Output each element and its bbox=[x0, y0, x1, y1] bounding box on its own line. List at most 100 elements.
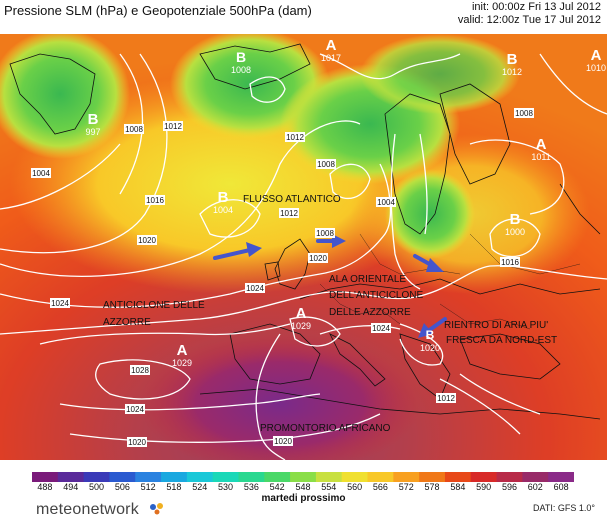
colorbar-swatch bbox=[83, 472, 110, 482]
colorbar-tick-label: 524 bbox=[192, 482, 207, 492]
colorbar-ticks: 488 494 500 506 512 518 524 530 536 542 548 554 560 5… bbox=[32, 479, 574, 493]
svg-text:A: A bbox=[591, 47, 602, 64]
svg-text:1008: 1008 bbox=[231, 65, 251, 75]
coastlines bbox=[9, 43, 601, 420]
svg-text:1020: 1020 bbox=[138, 236, 156, 245]
svg-text:1029: 1029 bbox=[172, 358, 192, 368]
valid-time: valid: 12:00z Tue 17 Jul 2012 bbox=[457, 14, 601, 26]
svg-text:1000: 1000 bbox=[505, 227, 525, 237]
isobar-label: 1020 bbox=[308, 253, 328, 263]
annotation-cool-air-2: FRESCA DA NORD-EST bbox=[446, 335, 557, 346]
isobar-label: 1012 bbox=[436, 393, 456, 403]
pressure-center: B 1000 bbox=[505, 211, 525, 237]
isobar-label: 1024 bbox=[50, 298, 70, 308]
svg-text:A: A bbox=[296, 305, 307, 322]
colorbar-tick-label: 560 bbox=[347, 482, 362, 492]
isobar-label: 1012 bbox=[285, 132, 305, 142]
isobar-label: 1008 bbox=[315, 228, 335, 238]
colorbar-swatch bbox=[393, 472, 420, 482]
annotation-atlantic-flow: FLUSSO ATLANTICO bbox=[243, 194, 341, 205]
colorbar-swatch bbox=[186, 472, 214, 482]
svg-text:B: B bbox=[218, 189, 229, 206]
colorbar-tick-label: 554 bbox=[321, 482, 336, 492]
colorbar-tick-label: 602 bbox=[528, 482, 543, 492]
svg-text:A: A bbox=[326, 37, 337, 54]
colorbar-swatch bbox=[290, 472, 317, 482]
purple-area bbox=[140, 334, 420, 460]
pressure-center: A 1017 bbox=[321, 37, 341, 63]
svg-text:1024: 1024 bbox=[126, 405, 144, 414]
svg-text:1010: 1010 bbox=[586, 63, 606, 73]
svg-text:A: A bbox=[177, 342, 188, 359]
colorbar-swatch bbox=[109, 472, 136, 482]
arrow-east-head bbox=[426, 258, 444, 272]
svg-text:1020: 1020 bbox=[128, 438, 146, 447]
colorbar-svg bbox=[32, 472, 575, 482]
svg-text:1012: 1012 bbox=[502, 67, 522, 77]
isobar-label: 1028 bbox=[130, 365, 150, 375]
logo-dots-icon bbox=[150, 503, 163, 515]
isobar-label: 1020 bbox=[137, 235, 157, 245]
colorbar-swatch bbox=[57, 472, 85, 482]
svg-text:1024: 1024 bbox=[246, 284, 264, 293]
pressure-center: B 997 bbox=[85, 111, 100, 137]
colorbar-swatch bbox=[341, 472, 369, 482]
svg-text:1012: 1012 bbox=[286, 133, 304, 142]
colorbar-tick-label: 488 bbox=[37, 482, 52, 492]
isobar-label: 1016 bbox=[145, 195, 165, 205]
arrow-europe-head bbox=[332, 234, 346, 248]
colorbar-swatch bbox=[522, 472, 549, 482]
colorbar-swatch bbox=[212, 472, 239, 482]
weather-map: B 1008 A 1017 B 1012 A 1010 B 997 B 1004… bbox=[0, 34, 607, 460]
colorbar-tick-label: 512 bbox=[141, 482, 156, 492]
colorbar-ticks-svg: 488 494 500 506 512 518 524 530 536 542 548 554 560 5… bbox=[37, 482, 568, 492]
isobar-label: 1024 bbox=[371, 323, 391, 333]
arrow-balkan-head bbox=[418, 323, 433, 338]
annotation-eastern-wing: ALA ORIENTALE bbox=[329, 274, 406, 285]
svg-text:1029: 1029 bbox=[291, 321, 311, 331]
isobar-label: 1008 bbox=[514, 108, 534, 118]
annotation-eastern-wing-2: DELL'ANTICICLONE bbox=[329, 290, 423, 301]
green-area-west bbox=[0, 34, 130, 159]
colorbar-tick-label: 506 bbox=[115, 482, 130, 492]
svg-text:1028: 1028 bbox=[131, 366, 149, 375]
chart-title: Pressione SLM (hPa) e Geopotenziale 500h… bbox=[4, 3, 312, 18]
pressure-center: A 1029 bbox=[172, 342, 192, 368]
svg-text:1020: 1020 bbox=[274, 437, 292, 446]
isobar-label: 1024 bbox=[125, 404, 145, 414]
svg-text:1016: 1016 bbox=[146, 196, 164, 205]
isobar-label: 1012 bbox=[279, 208, 299, 218]
isobar-labels: 1008 1012 1004 1016 1020 1012 1008 1004 … bbox=[31, 108, 534, 447]
svg-text:B: B bbox=[426, 328, 435, 342]
colorbar-swatch bbox=[264, 472, 291, 482]
svg-text:1012: 1012 bbox=[437, 394, 455, 403]
svg-text:1004: 1004 bbox=[213, 205, 233, 215]
colorbar-swatch bbox=[470, 472, 498, 482]
colorbar-tick-label: 572 bbox=[399, 482, 414, 492]
arrow-atlantic bbox=[213, 248, 252, 260]
svg-text:1008: 1008 bbox=[515, 109, 533, 118]
colorbar-tick-label: 548 bbox=[295, 482, 310, 492]
pressure-center: A 1010 bbox=[586, 47, 606, 73]
isobar-label: 1024 bbox=[245, 283, 265, 293]
flow-arrows bbox=[213, 234, 447, 338]
pressure-center: A 1029 bbox=[291, 305, 311, 331]
isobar-label: 1004 bbox=[376, 197, 396, 207]
svg-text:1004: 1004 bbox=[377, 198, 395, 207]
annotations: FLUSSO ATLANTICO ANTICICLONE DELLE AZZOR… bbox=[103, 194, 557, 434]
annotation-african-ridge: PROMONTORIO AFRICANO bbox=[260, 423, 391, 434]
isobars bbox=[0, 53, 607, 460]
svg-text:1016: 1016 bbox=[501, 258, 519, 267]
colorbar-tick-label: 578 bbox=[425, 482, 440, 492]
colorbar-tick-label: 590 bbox=[476, 482, 491, 492]
svg-text:1020: 1020 bbox=[420, 343, 440, 353]
isobar-label: 1016 bbox=[500, 257, 520, 267]
colorbar-swatch bbox=[161, 472, 188, 482]
svg-text:B: B bbox=[510, 211, 521, 228]
colorbar-swatch bbox=[548, 472, 575, 482]
colorbar-swatch bbox=[496, 472, 523, 482]
colorbar-swatch bbox=[315, 472, 343, 482]
pressure-center: B 1020 bbox=[420, 328, 440, 353]
svg-text:1024: 1024 bbox=[51, 299, 69, 308]
svg-text:B: B bbox=[507, 51, 518, 68]
